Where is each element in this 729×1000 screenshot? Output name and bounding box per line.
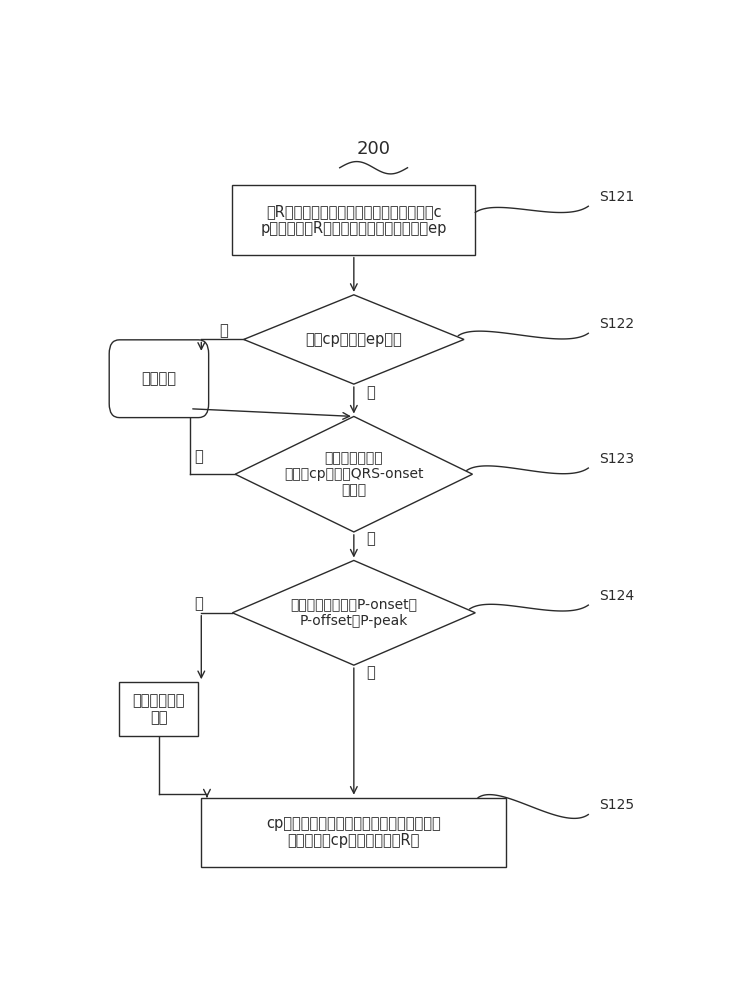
Polygon shape [243, 295, 464, 384]
Text: S125: S125 [599, 798, 635, 812]
Text: 停止搜索: 停止搜索 [141, 371, 176, 386]
Text: 是: 是 [194, 449, 203, 464]
Text: 200: 200 [356, 140, 391, 158]
Text: 是: 是 [194, 596, 203, 611]
Text: 否: 否 [219, 323, 228, 338]
Text: 进一步判断是否是P-onset、
P-offset或P-peak: 进一步判断是否是P-onset、 P-offset或P-peak [290, 598, 417, 628]
Text: 判断cp是否在ep之后: 判断cp是否在ep之后 [305, 332, 402, 347]
FancyBboxPatch shape [109, 340, 208, 418]
Text: 从R波标记点向前递推一个标记点，并记为c
p，以前一个R波为遍历的结束点，并记为ep: 从R波标记点向前递推一个标记点，并记为c p，以前一个R波为遍历的结束点，并记为… [261, 204, 447, 236]
Text: 是: 是 [367, 385, 375, 400]
Polygon shape [233, 560, 475, 665]
Text: 否: 否 [367, 531, 375, 546]
Polygon shape [235, 416, 472, 532]
FancyBboxPatch shape [120, 682, 198, 736]
Text: S122: S122 [599, 317, 635, 331]
Text: 否: 否 [367, 665, 375, 680]
Text: 继续前向搜索，
并判断cp是否是QRS-onset
标记点: 继续前向搜索， 并判断cp是否是QRS-onset 标记点 [284, 451, 424, 497]
Text: cp向前递推一个标记点，并继续上述的搜索
过程，直到cp搜索到前一个R波: cp向前递推一个标记点，并继续上述的搜索 过程，直到cp搜索到前一个R波 [267, 816, 441, 848]
Text: S124: S124 [599, 589, 635, 603]
Text: 标记当前时间
刻度: 标记当前时间 刻度 [133, 693, 185, 725]
Text: S121: S121 [599, 190, 635, 204]
FancyBboxPatch shape [201, 798, 507, 867]
Text: S123: S123 [599, 452, 635, 466]
FancyBboxPatch shape [233, 185, 475, 255]
